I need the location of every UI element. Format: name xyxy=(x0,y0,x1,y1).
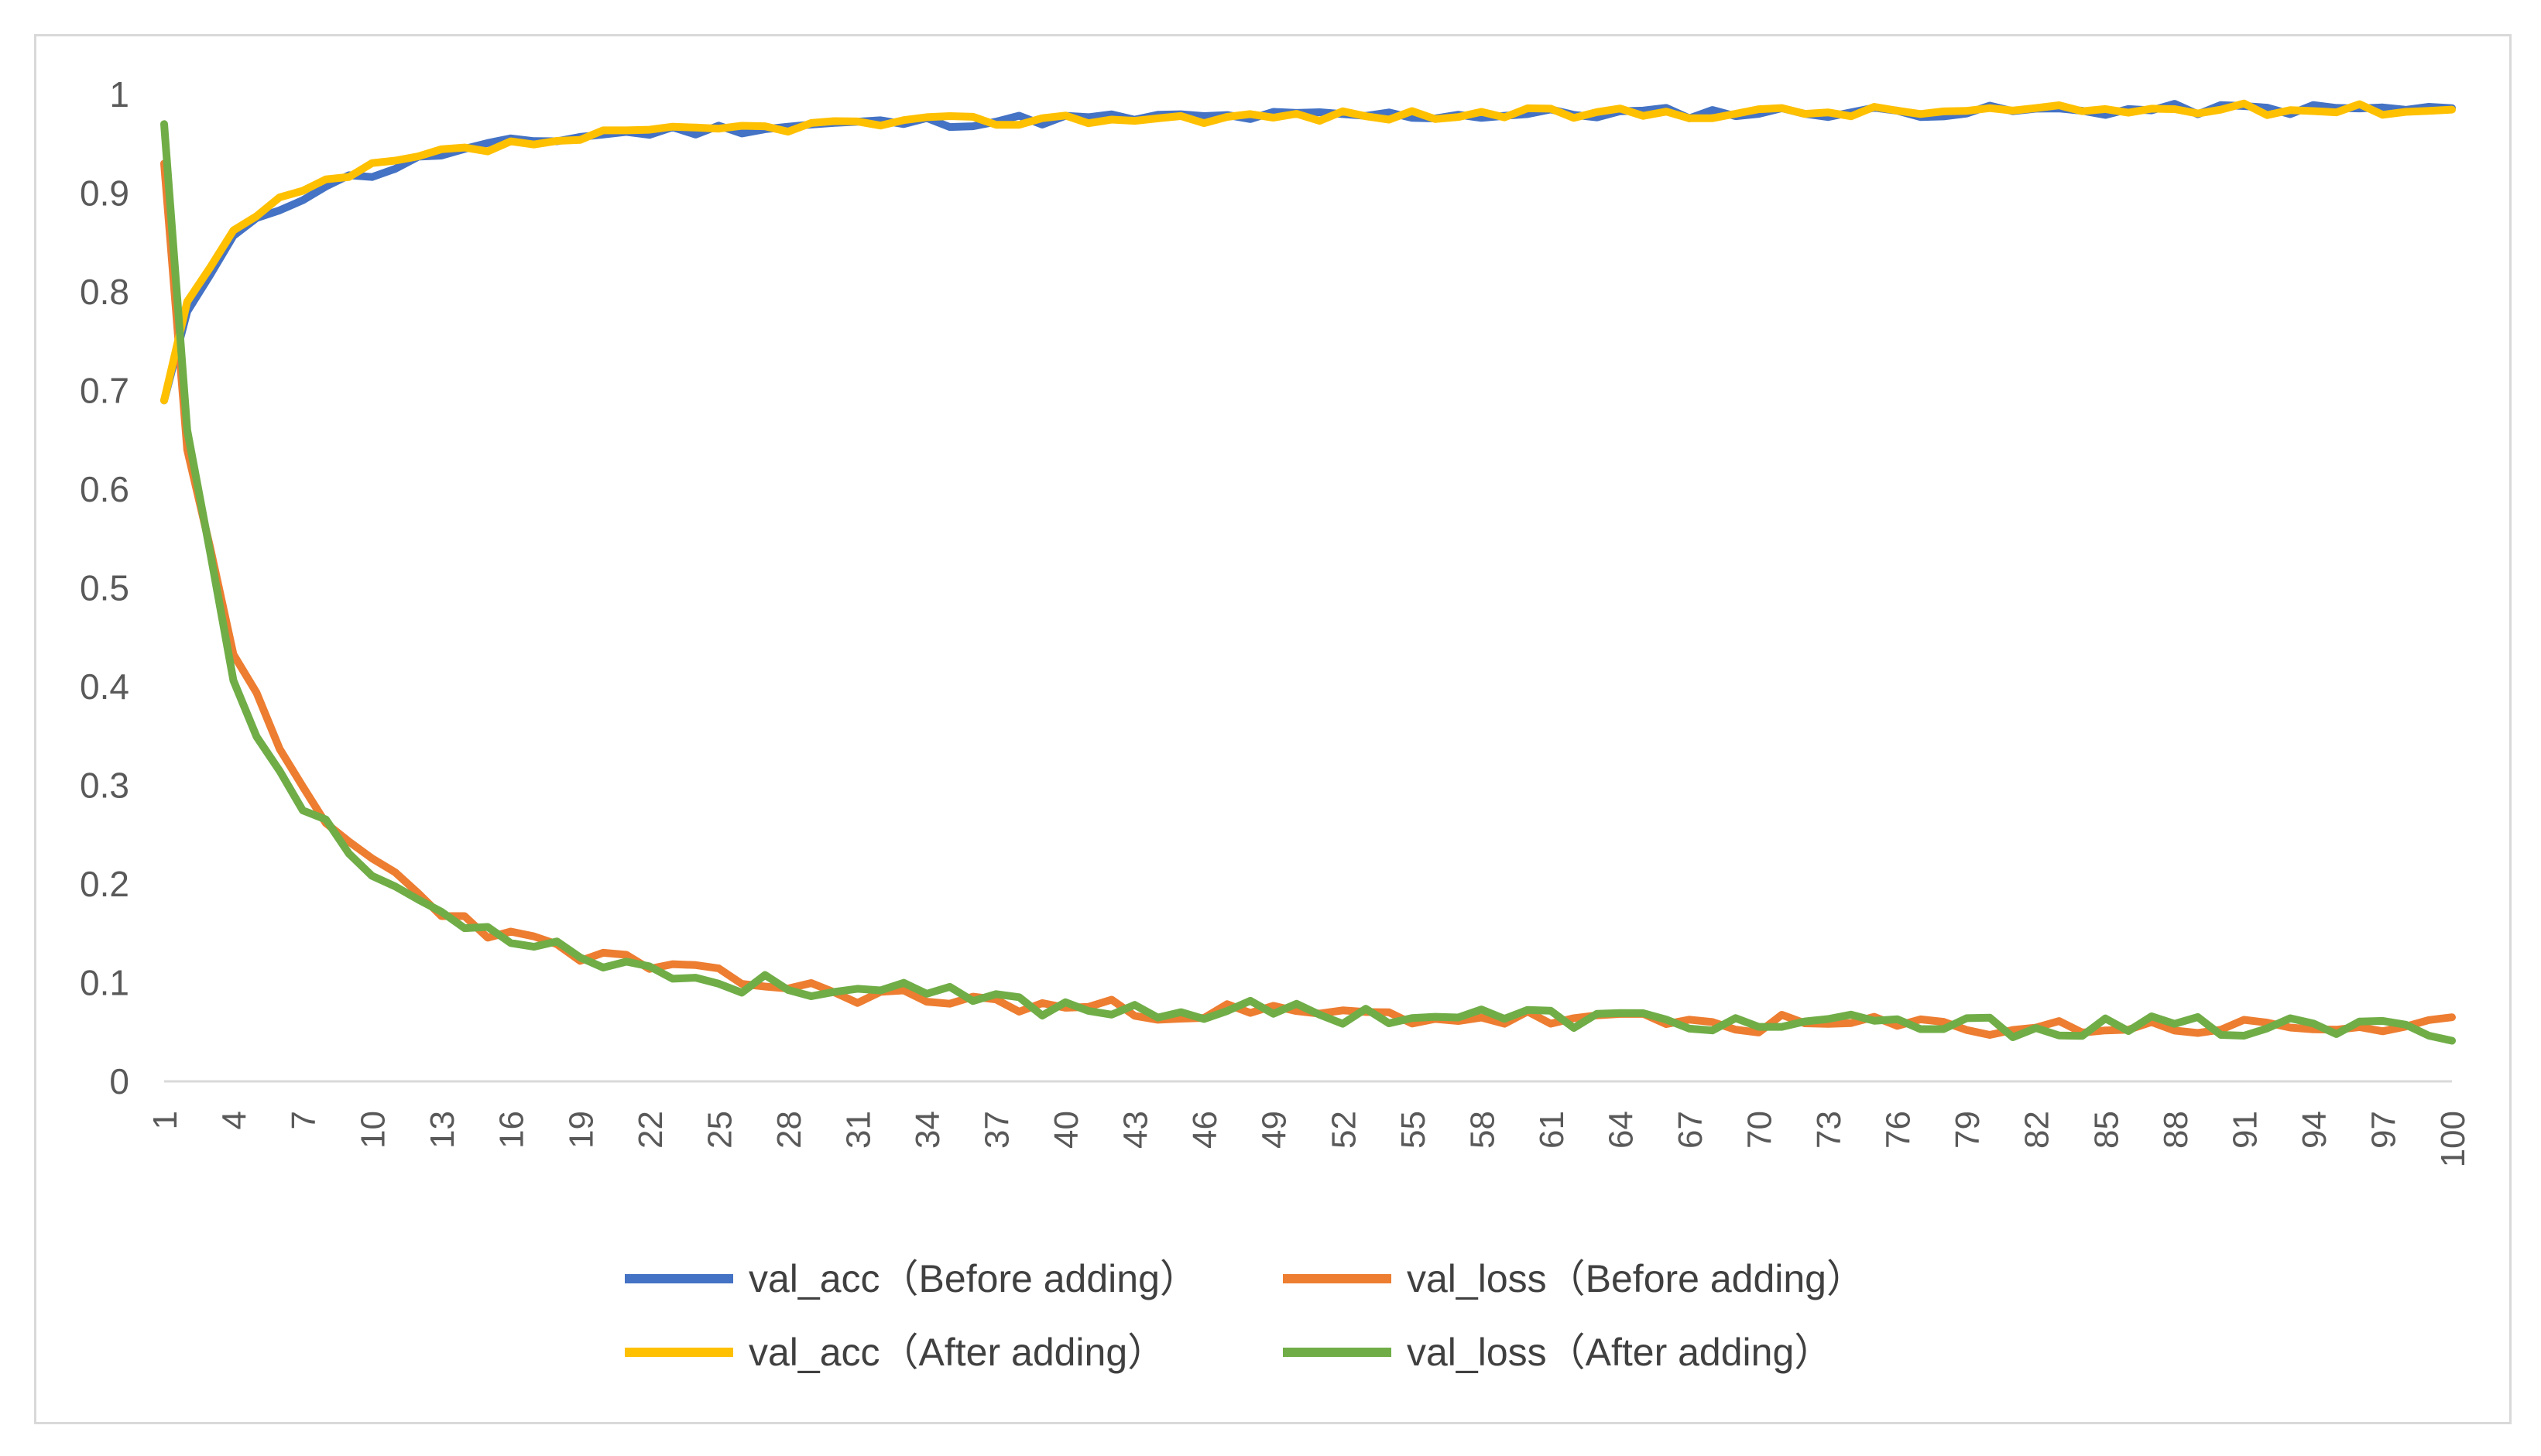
x-tick: 7 xyxy=(285,1111,323,1129)
x-tick: 49 xyxy=(1256,1111,1294,1149)
x-tick: 31 xyxy=(839,1111,877,1149)
x-tick: 55 xyxy=(1394,1111,1432,1149)
x-tick: 46 xyxy=(1186,1111,1224,1149)
x-tick-label: 22 xyxy=(632,1111,670,1149)
x-tick: 70 xyxy=(1741,1111,1779,1149)
x-tick: 64 xyxy=(1602,1111,1640,1149)
x-tick-label: 19 xyxy=(562,1111,600,1149)
y-tick-label: 0.6 xyxy=(80,469,129,509)
x-tick-label: 31 xyxy=(839,1111,877,1149)
x-tick: 10 xyxy=(355,1111,393,1149)
legend-label: val_acc（After adding） xyxy=(749,1331,1166,1374)
x-tick-label: 85 xyxy=(2087,1111,2125,1149)
x-tick: 85 xyxy=(2087,1111,2125,1149)
series-layer xyxy=(160,99,2456,1045)
series-line-1 xyxy=(160,100,2456,405)
x-tick-label: 1 xyxy=(146,1111,184,1129)
x-tick-label: 76 xyxy=(1880,1111,1918,1149)
x-tick-label: 58 xyxy=(1463,1111,1501,1149)
x-tick-label: 37 xyxy=(979,1111,1017,1149)
x-tick-label: 4 xyxy=(216,1111,254,1129)
axis-layer: 0 0.1 0.2 0.3 0.4 0.5 0.6 0.7 0.8 0.9 1 1 4 7 10 13 16 19… xyxy=(80,74,2472,1167)
x-tick-label: 7 xyxy=(285,1111,323,1129)
y-tick-label: 0.3 xyxy=(80,766,129,806)
x-tick-label: 94 xyxy=(2296,1111,2334,1149)
x-tick-label: 100 xyxy=(2434,1111,2472,1167)
x-tick: 73 xyxy=(1810,1111,1848,1149)
legend: val_acc（Before adding） val_loss（Before ad… xyxy=(625,1257,1865,1374)
x-tick-label: 34 xyxy=(909,1111,947,1149)
x-tick-label: 61 xyxy=(1533,1111,1571,1149)
series-line-4 xyxy=(160,120,2456,1045)
y-tick-label: 0.1 xyxy=(80,963,129,1003)
legend-item: val_acc（After adding） xyxy=(625,1331,1166,1374)
x-tick-label: 43 xyxy=(1117,1111,1155,1149)
x-tick: 88 xyxy=(2157,1111,2195,1149)
x-tick-label: 70 xyxy=(1741,1111,1779,1149)
x-tick: 91 xyxy=(2226,1111,2264,1149)
line-chart: 0 0.1 0.2 0.3 0.4 0.5 0.6 0.7 0.8 0.9 1 1 4 7 10 13 16 19… xyxy=(80,74,2472,1374)
x-tick: 52 xyxy=(1325,1111,1363,1149)
x-tick: 82 xyxy=(2018,1111,2056,1149)
x-tick: 43 xyxy=(1117,1111,1155,1149)
x-tick: 100 xyxy=(2434,1111,2472,1167)
x-tick-label: 28 xyxy=(770,1111,808,1149)
x-tick: 67 xyxy=(1672,1111,1709,1149)
legend-item: val_loss（Before adding） xyxy=(1283,1257,1865,1300)
legend-label: val_loss（Before adding） xyxy=(1407,1257,1865,1300)
legend-label: val_loss（After adding） xyxy=(1407,1331,1833,1374)
x-tick-label: 40 xyxy=(1048,1111,1085,1149)
x-tick-label: 97 xyxy=(2364,1111,2402,1149)
series-line-3 xyxy=(160,99,2456,405)
x-tick-label: 88 xyxy=(2157,1111,2195,1149)
x-tick: 76 xyxy=(1880,1111,1918,1149)
x-tick: 4 xyxy=(216,1111,254,1129)
x-tick-label: 16 xyxy=(493,1111,531,1149)
y-tick-label: 0.9 xyxy=(80,173,129,214)
x-tick-label: 82 xyxy=(2018,1111,2056,1149)
y-tick-label: 0.7 xyxy=(80,371,129,411)
x-tick: 79 xyxy=(1949,1111,1987,1149)
x-tick-label: 13 xyxy=(424,1111,461,1149)
x-tick-label: 46 xyxy=(1186,1111,1224,1149)
x-tick: 25 xyxy=(701,1111,739,1149)
x-tick-label: 64 xyxy=(1602,1111,1640,1149)
x-tick-label: 79 xyxy=(1949,1111,1987,1149)
x-tick: 40 xyxy=(1048,1111,1085,1149)
x-tick: 58 xyxy=(1463,1111,1501,1149)
x-tick: 19 xyxy=(562,1111,600,1149)
x-tick-label: 52 xyxy=(1325,1111,1363,1149)
x-tick-label: 67 xyxy=(1672,1111,1709,1149)
x-tick: 37 xyxy=(979,1111,1017,1149)
chart-frame: 0 0.1 0.2 0.3 0.4 0.5 0.6 0.7 0.8 0.9 1 1 4 7 10 13 16 19… xyxy=(34,34,2512,1424)
legend-item: val_acc（Before adding） xyxy=(625,1257,1198,1300)
y-tick-label: 0.2 xyxy=(80,864,129,904)
x-tick-label: 73 xyxy=(1810,1111,1848,1149)
x-tick: 97 xyxy=(2364,1111,2402,1149)
y-tick-label: 0.4 xyxy=(80,666,129,707)
x-tick-label: 91 xyxy=(2226,1111,2264,1149)
x-tick: 22 xyxy=(632,1111,670,1149)
x-tick: 1 xyxy=(146,1111,184,1129)
x-tick: 28 xyxy=(770,1111,808,1149)
x-tick: 61 xyxy=(1533,1111,1571,1149)
x-tick: 16 xyxy=(493,1111,531,1149)
x-tick: 13 xyxy=(424,1111,461,1149)
y-tick-label: 0.8 xyxy=(80,272,129,312)
x-tick-label: 55 xyxy=(1394,1111,1432,1149)
x-tick: 34 xyxy=(909,1111,947,1149)
x-tick: 94 xyxy=(2296,1111,2334,1149)
x-tick-label: 25 xyxy=(701,1111,739,1149)
y-tick-label: 1 xyxy=(109,74,129,115)
y-tick-label: 0 xyxy=(109,1061,129,1101)
x-tick-label: 49 xyxy=(1256,1111,1294,1149)
legend-label: val_acc（Before adding） xyxy=(749,1257,1198,1300)
x-tick-label: 10 xyxy=(355,1111,393,1149)
y-tick-label: 0.5 xyxy=(80,568,129,608)
series-line-2 xyxy=(160,159,2456,1039)
legend-item: val_loss（After adding） xyxy=(1283,1331,1833,1374)
